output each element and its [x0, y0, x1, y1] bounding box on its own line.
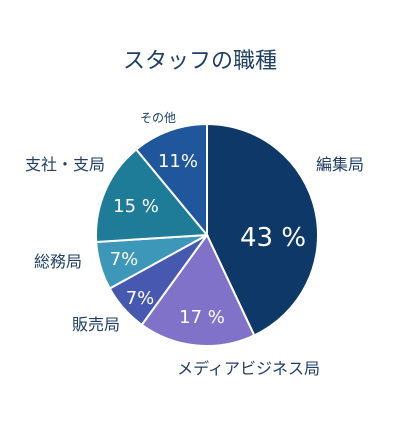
pie-value-label: 11%	[158, 151, 198, 172]
pie-category-label: 販売局	[72, 315, 120, 334]
pie-category-label: 支社・支局	[25, 155, 105, 174]
pie-slice	[140, 233, 256, 347]
pie-slice	[95, 148, 210, 244]
pie-value-label: 43 %	[240, 223, 306, 253]
pie-category-label: その他	[140, 111, 176, 125]
pie-slice	[206, 122, 319, 337]
pie-slices	[95, 122, 319, 347]
pie-value-label: 15 %	[113, 196, 159, 217]
pie-value-label: 7%	[110, 249, 139, 270]
chart-title: スタッフの職種	[123, 49, 277, 74]
pie-value-label: 17 %	[179, 307, 225, 328]
pie-value-labels: 43 % 17 % 7% 7% 15 % 11%	[110, 151, 306, 328]
pie-slice	[134, 122, 208, 238]
pie-value-label: 7%	[126, 288, 155, 309]
pie-category-label: 編集局	[316, 155, 364, 174]
pie-category-label: メディアビジネス局	[177, 359, 320, 378]
pie-category-label: 総務局	[34, 252, 82, 271]
